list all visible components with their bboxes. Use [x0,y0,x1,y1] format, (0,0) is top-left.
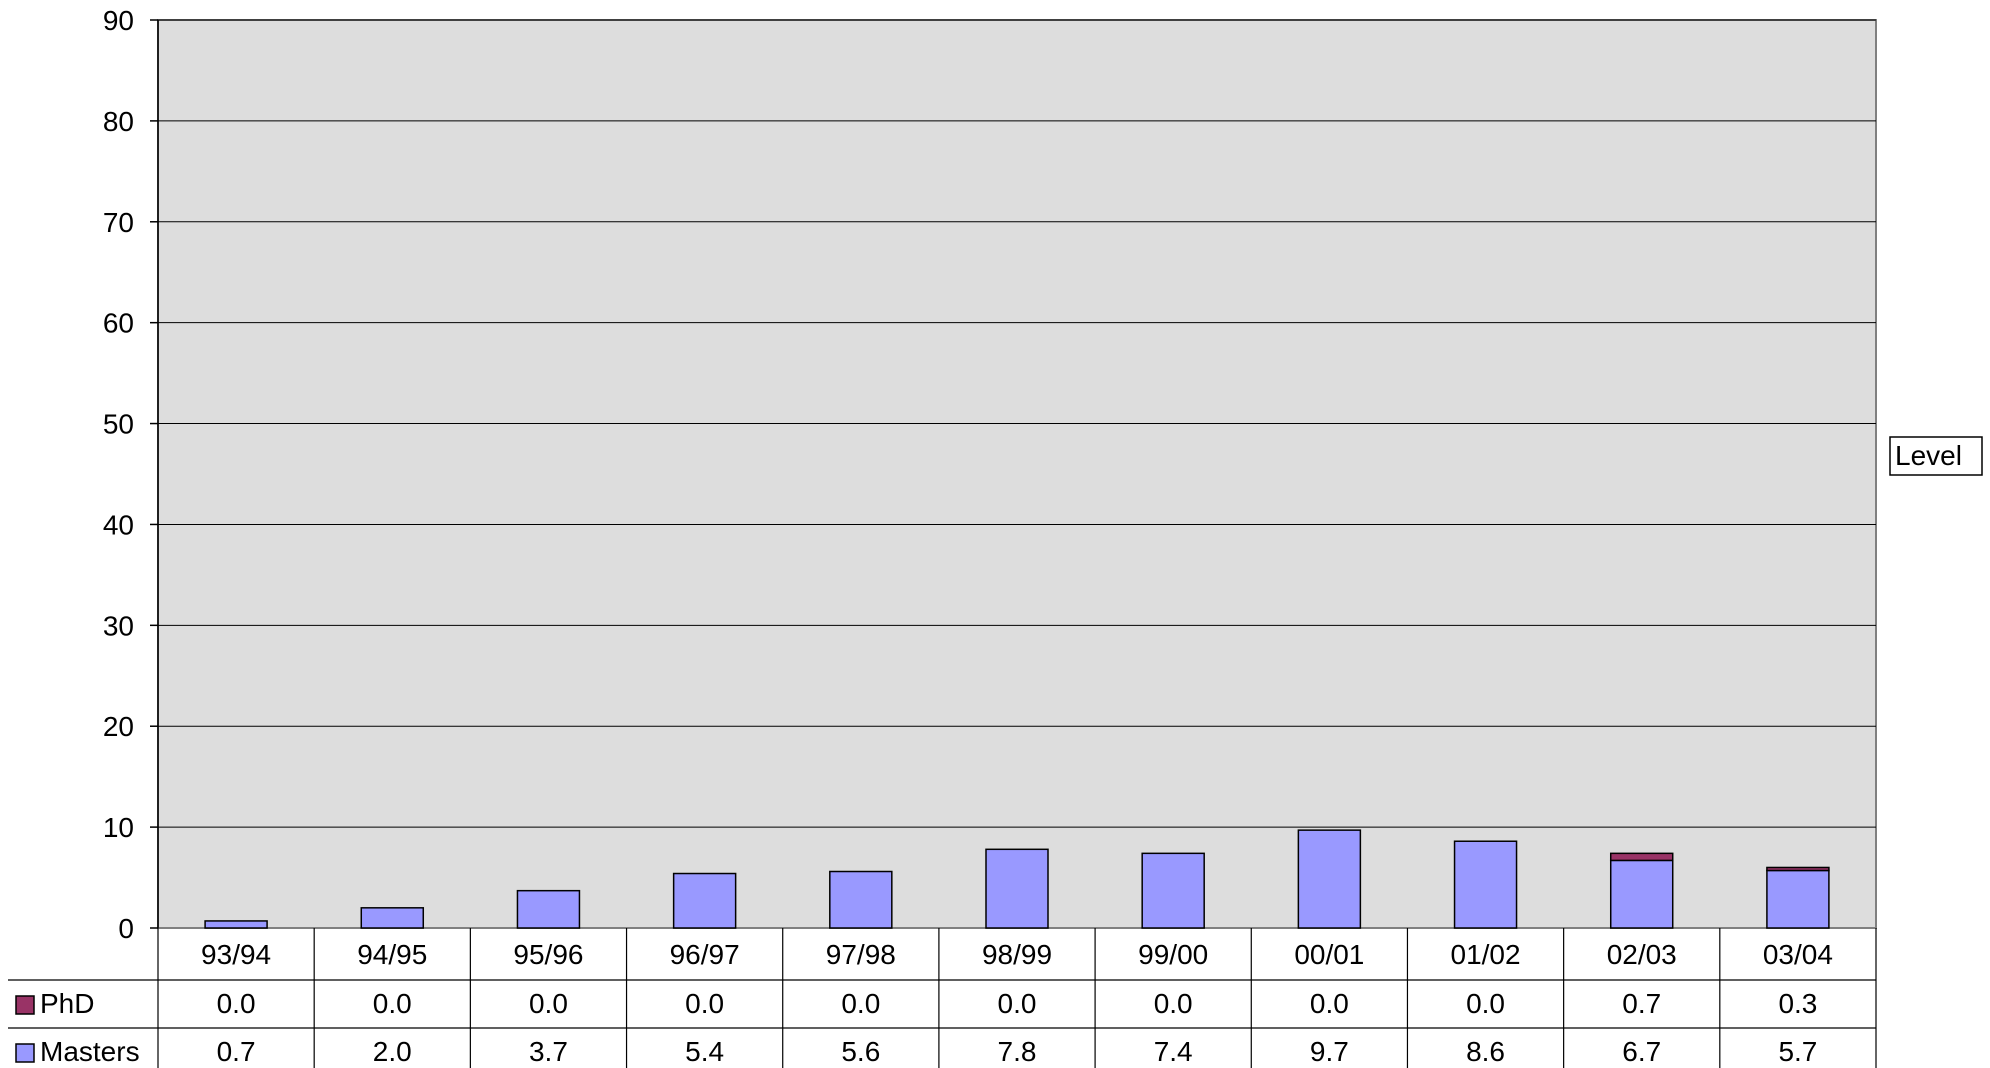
x-tick-label: 94/95 [357,939,427,970]
legend-frame [1889,436,1983,476]
data-label: 3.7 [529,1036,568,1067]
bar-masters-97-98 [829,870,893,929]
x-tick-label: 98/99 [982,939,1052,970]
data-label: 0.7 [1622,988,1661,1019]
x-tick-label: 00/01 [1294,939,1364,970]
bar-masters-99-00 [1141,852,1205,929]
x-tick-label: 93/94 [201,939,271,970]
legend-key-masters [15,1043,35,1063]
x-tick-label: 95/96 [513,939,583,970]
data-label: 0.0 [1466,988,1505,1019]
bar-masters-02-03 [1609,859,1674,929]
data-label: 6.7 [1622,1036,1661,1067]
y-tick-label: 20 [103,711,134,742]
legend-label-phd: PhD [40,988,94,1019]
data-label: 0.0 [841,988,880,1019]
bar-masters-93-94 [204,920,268,929]
data-label: 9.7 [1310,1036,1349,1067]
y-tick-label: 60 [103,308,134,339]
data-label: 0.0 [1154,988,1193,1019]
x-tick-label: 02/03 [1607,939,1677,970]
y-tick-label: 0 [118,913,134,944]
legend-key-phd [15,995,35,1015]
data-label: 0.0 [529,988,568,1019]
y-tick-label: 40 [103,509,134,540]
bar-phd-03-04 [1766,866,1830,872]
data-label: 0.0 [373,988,412,1019]
data-table: 93/94 94/95 95/96 96/97 97/98 98/99 99/00 00/01… [8,928,1877,1068]
y-tick-label: 80 [103,106,134,137]
data-label: 7.4 [1154,1036,1193,1067]
data-label: 5.6 [841,1036,880,1067]
bar-phd-02-03 [1609,852,1674,862]
y-tick-label: 50 [103,409,134,440]
grid-lines [158,19,1876,828]
data-label: 2.0 [373,1036,412,1067]
bar-masters-00-01 [1297,829,1362,929]
data-label: 0.0 [1310,988,1349,1019]
plot-area [157,19,1877,929]
x-tick-label: 01/02 [1451,939,1521,970]
x-tick-label: 03/04 [1763,939,1833,970]
y-tick-label: 30 [103,610,134,641]
legend-title: Level [1895,440,1962,471]
data-label: 0.0 [217,988,256,1019]
bar-masters-96-97 [672,872,737,929]
bars [204,829,1830,929]
bar-masters-94-95 [360,907,425,929]
data-label: 7.8 [998,1036,1037,1067]
data-label: 0.0 [685,988,724,1019]
x-tick-label: 99/00 [1138,939,1208,970]
y-axis: 0 10 20 30 40 50 60 70 80 90 [103,5,159,944]
bar-masters-98-99 [985,848,1049,929]
y-tick-label: 90 [103,5,134,36]
legend-label-masters: Masters [40,1036,140,1067]
data-label: 8.6 [1466,1036,1505,1067]
legend-box: Level [1889,436,1983,476]
data-label: 0.0 [998,988,1037,1019]
data-label: 5.4 [685,1036,724,1067]
bar-masters-01-02 [1453,840,1518,929]
bar-masters-03-04 [1766,869,1830,929]
bar-masters-95-96 [516,889,581,929]
x-tick-label: 97/98 [826,939,896,970]
data-label: 0.7 [217,1036,256,1067]
y-tick-label: 10 [103,812,134,843]
x-tick-label: 96/97 [670,939,740,970]
data-label: 5.7 [1778,1036,1817,1067]
data-label: 0.3 [1778,988,1817,1019]
y-tick-label: 70 [103,207,134,238]
